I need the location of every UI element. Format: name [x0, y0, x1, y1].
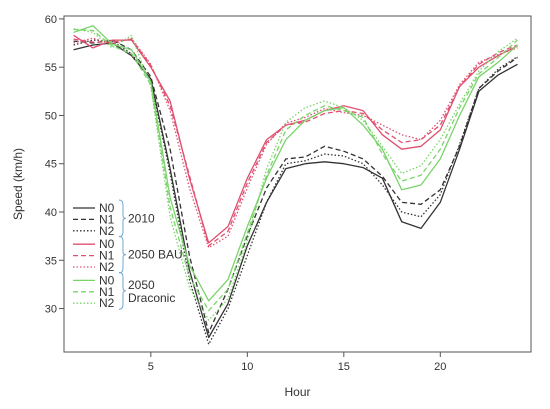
y-tick-label: 50 — [45, 110, 57, 122]
y-tick-label: 30 — [45, 304, 57, 316]
x-tick-label: 10 — [241, 361, 253, 373]
legend-entry-label: N2 — [99, 224, 115, 238]
legend-entry-label: N2 — [99, 260, 115, 274]
y-axis-title: Speed (km/h) — [11, 148, 25, 220]
y-tick-label: 55 — [45, 62, 57, 74]
x-axis-title: Hour — [284, 385, 310, 399]
y-tick-label: 45 — [45, 159, 57, 171]
legend-group-label: 2010 — [128, 211, 155, 225]
x-tick-label: 20 — [434, 361, 446, 373]
x-tick-label: 5 — [148, 361, 154, 373]
y-tick-label: 35 — [45, 255, 57, 267]
y-tick-label: 40 — [45, 207, 57, 219]
y-tick-label: 60 — [45, 14, 57, 26]
legend-entry-label: N2 — [99, 296, 115, 310]
x-tick-label: 15 — [338, 361, 350, 373]
legend-group-label: 2050 BAU — [128, 248, 183, 262]
